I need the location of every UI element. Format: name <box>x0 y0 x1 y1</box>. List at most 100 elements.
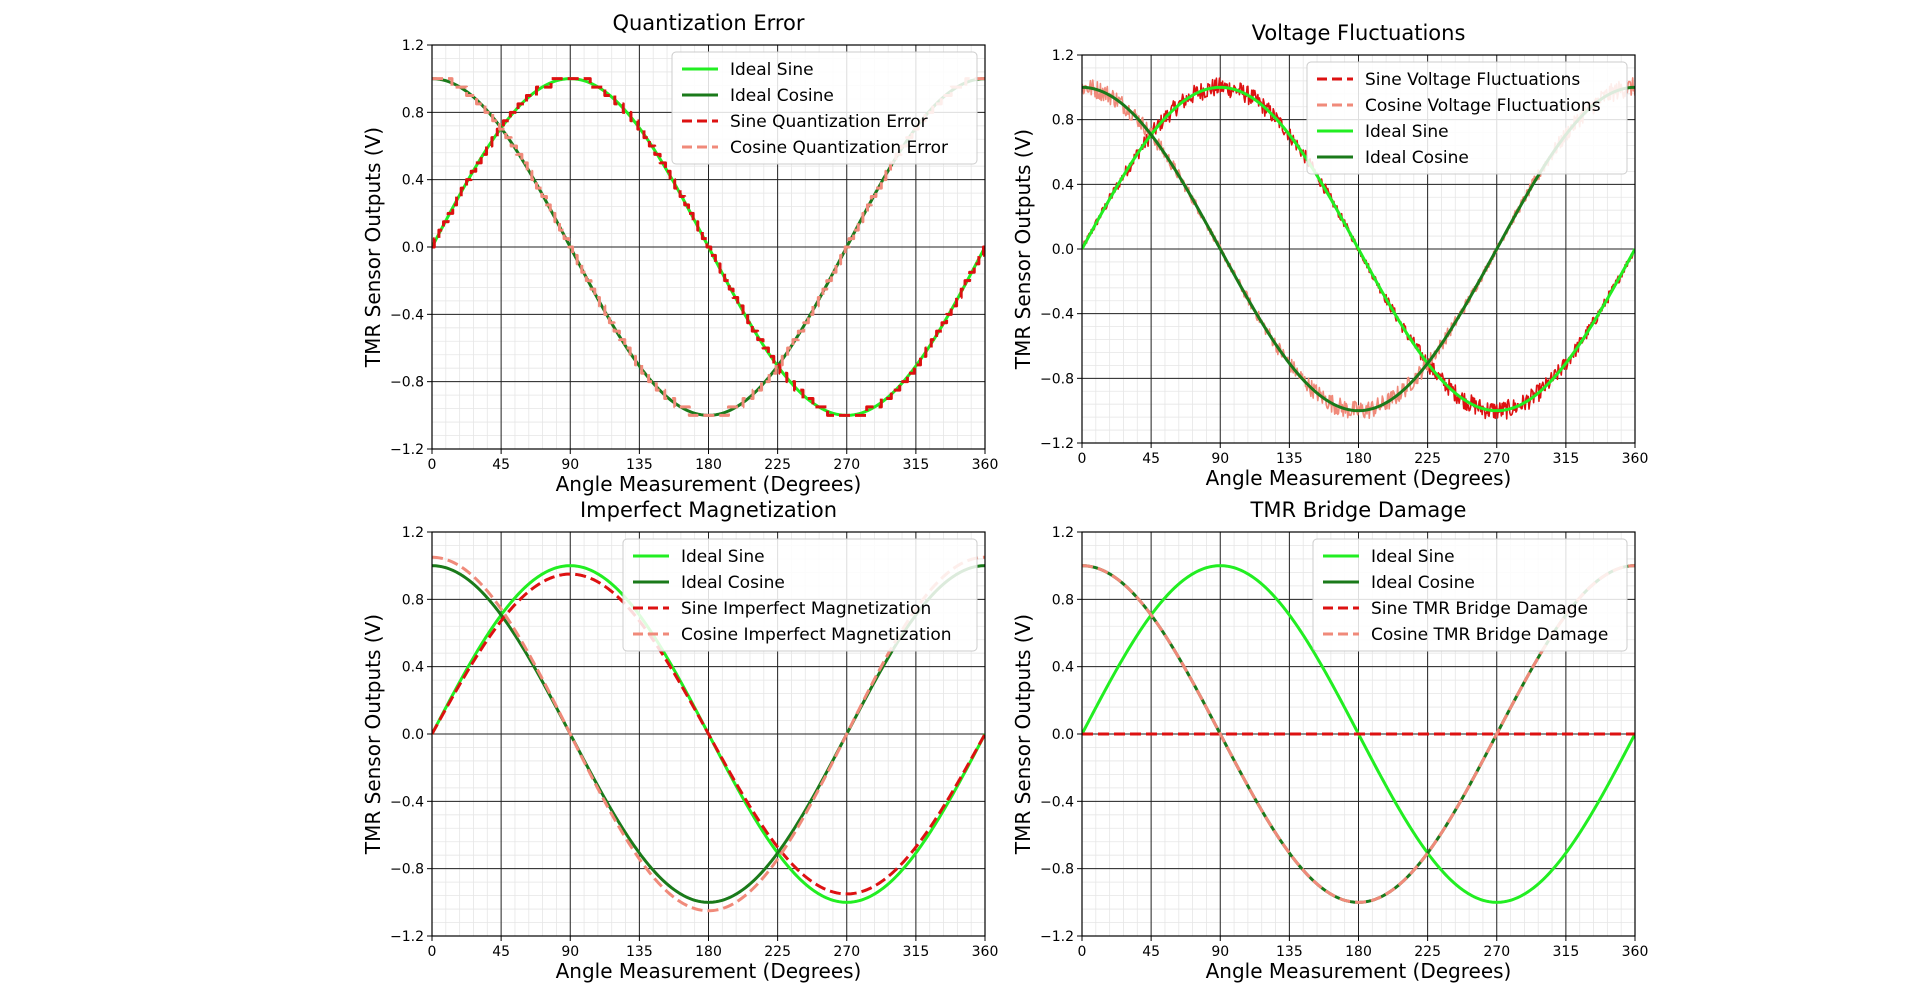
legend-label: Ideal Cosine <box>1365 148 1469 168</box>
legend: Ideal Sine Ideal Cosine Sine TMR Bridge Da… <box>1312 538 1628 652</box>
legend-label: Cosine Imperfect Magnetization <box>681 625 952 645</box>
x-tick-label: 180 <box>1345 944 1372 960</box>
y-tick-label: −0.4 <box>390 794 424 810</box>
y-tick-label: 1.2 <box>1052 48 1074 64</box>
x-tick-label: 0 <box>1078 944 1087 960</box>
y-tick-label: 0.4 <box>1052 660 1074 676</box>
x-tick-label: 0 <box>428 457 437 473</box>
chart-title: Voltage Fluctuations <box>1252 21 1466 45</box>
legend-label: Sine Quantization Error <box>730 112 928 132</box>
legend-label: Ideal Cosine <box>1371 573 1475 593</box>
y-axis-label: TMR Sensor Outputs (V) <box>1011 614 1035 855</box>
y-tick-label: 0.8 <box>402 592 424 608</box>
x-tick-label: 90 <box>561 457 579 473</box>
x-tick-label: 225 <box>1414 451 1441 467</box>
y-tick-label: 1.2 <box>402 525 424 541</box>
chart-panel-2: 0 45 90 135 180 225 270 315 360 −1.2 −0.8 −0.4 0.0 0.… <box>1011 21 1648 490</box>
x-tick-label: 225 <box>764 944 791 960</box>
y-tick-label: 0.8 <box>402 105 424 121</box>
y-tick-label: −0.8 <box>1040 862 1074 878</box>
x-tick-label: 180 <box>695 457 722 473</box>
x-tick-label: 135 <box>1276 451 1303 467</box>
y-tick-label: −0.8 <box>1040 371 1074 387</box>
x-tick-label: 0 <box>1078 451 1087 467</box>
x-tick-label: 90 <box>561 944 579 960</box>
x-tick-label: 315 <box>1553 944 1580 960</box>
x-tick-label: 45 <box>1142 451 1160 467</box>
legend: Ideal Sine Ideal Cosine Sine Quantization … <box>671 51 978 165</box>
y-axis-label: TMR Sensor Outputs (V) <box>361 127 385 368</box>
x-tick-label: 270 <box>1483 944 1510 960</box>
legend-label: Ideal Sine <box>681 547 765 567</box>
x-tick-label: 180 <box>1345 451 1372 467</box>
series-line-cosine-quantization-error <box>432 77 985 417</box>
x-axis-label: Angle Measurement (Degrees) <box>556 959 862 983</box>
chart-panel-1: 0 45 90 135 180 225 270 315 360 −1.2 −0.8 −0.4 0.0 0.… <box>361 11 998 496</box>
x-tick-label: 360 <box>1622 944 1649 960</box>
x-tick-label: 45 <box>492 944 510 960</box>
series-line-sine-imperfect-magnetization <box>432 572 985 896</box>
x-tick-label: 90 <box>1211 944 1229 960</box>
x-tick-label: 360 <box>972 944 999 960</box>
y-tick-label: 0.0 <box>402 240 424 256</box>
x-tick-label: 225 <box>1414 944 1441 960</box>
y-tick-label: 0.0 <box>402 727 424 743</box>
legend-label: Sine Imperfect Magnetization <box>681 599 931 619</box>
y-tick-label: 0.4 <box>1052 177 1074 193</box>
x-tick-label: 45 <box>1142 944 1160 960</box>
y-tick-label: 0.4 <box>402 660 424 676</box>
x-tick-label: 135 <box>1276 944 1303 960</box>
legend-label: Ideal Cosine <box>730 86 834 106</box>
chart-title: TMR Bridge Damage <box>1250 498 1467 522</box>
x-tick-label: 360 <box>1622 451 1649 467</box>
legend-label: Ideal Sine <box>1371 547 1455 567</box>
legend-label: Sine Voltage Fluctuations <box>1365 70 1580 90</box>
legend: Ideal Sine Ideal Cosine Sine Imperfect Mag… <box>622 538 978 652</box>
legend-label: Cosine Voltage Fluctuations <box>1365 96 1601 116</box>
chart-panel-4: 0 45 90 135 180 225 270 315 360 −1.2 −0.8 −0.4 0.0 0.… <box>1011 498 1648 983</box>
x-tick-label: 315 <box>1553 451 1580 467</box>
x-tick-label: 270 <box>833 457 860 473</box>
y-tick-label: −0.4 <box>1040 307 1074 323</box>
y-tick-label: 0.0 <box>1052 242 1074 258</box>
x-tick-label: 360 <box>972 457 999 473</box>
x-tick-label: 90 <box>1211 451 1229 467</box>
x-tick-label: 180 <box>695 944 722 960</box>
legend-label: Cosine Quantization Error <box>730 138 948 158</box>
chart-title: Quantization Error <box>612 11 804 35</box>
x-tick-label: 270 <box>1483 451 1510 467</box>
y-tick-label: 0.8 <box>1052 592 1074 608</box>
x-tick-label: 315 <box>903 457 930 473</box>
x-axis-label: Angle Measurement (Degrees) <box>1206 959 1512 983</box>
y-tick-label: 0.4 <box>402 173 424 189</box>
legend: Sine Voltage Fluctuations Cosine Voltage … <box>1306 61 1628 175</box>
legend-label: Ideal Sine <box>730 60 814 80</box>
x-axis-label: Angle Measurement (Degrees) <box>1206 466 1512 490</box>
y-axis-label: TMR Sensor Outputs (V) <box>1011 129 1035 370</box>
chart-panel-3: 0 45 90 135 180 225 270 315 360 −1.2 −0.8 −0.4 0.0 0.… <box>361 498 998 983</box>
legend-label: Cosine TMR Bridge Damage <box>1371 625 1608 645</box>
series-line-cosine-imperfect-magnetization <box>432 555 985 913</box>
y-tick-label: −1.2 <box>1040 436 1074 452</box>
y-tick-label: −0.8 <box>390 375 424 391</box>
chart-title: Imperfect Magnetization <box>580 498 837 522</box>
y-tick-label: 1.2 <box>402 38 424 54</box>
legend-label: Ideal Sine <box>1365 122 1449 142</box>
y-tick-label: 1.2 <box>1052 525 1074 541</box>
series-line-ideal-sine <box>1082 85 1635 413</box>
x-axis-label: Angle Measurement (Degrees) <box>556 472 862 496</box>
y-tick-label: −1.2 <box>390 442 424 458</box>
x-tick-label: 315 <box>903 944 930 960</box>
y-tick-label: −0.8 <box>390 862 424 878</box>
legend-label: Ideal Cosine <box>681 573 785 593</box>
x-tick-label: 135 <box>626 457 653 473</box>
x-tick-label: 45 <box>492 457 510 473</box>
x-tick-label: 0 <box>428 944 437 960</box>
y-tick-label: −0.4 <box>1040 794 1074 810</box>
x-tick-label: 225 <box>764 457 791 473</box>
y-tick-label: 0.8 <box>1052 113 1074 129</box>
legend-label: Sine TMR Bridge Damage <box>1371 599 1588 619</box>
y-tick-label: −1.2 <box>1040 929 1074 945</box>
series-line-sine-quantization-error <box>432 77 985 417</box>
